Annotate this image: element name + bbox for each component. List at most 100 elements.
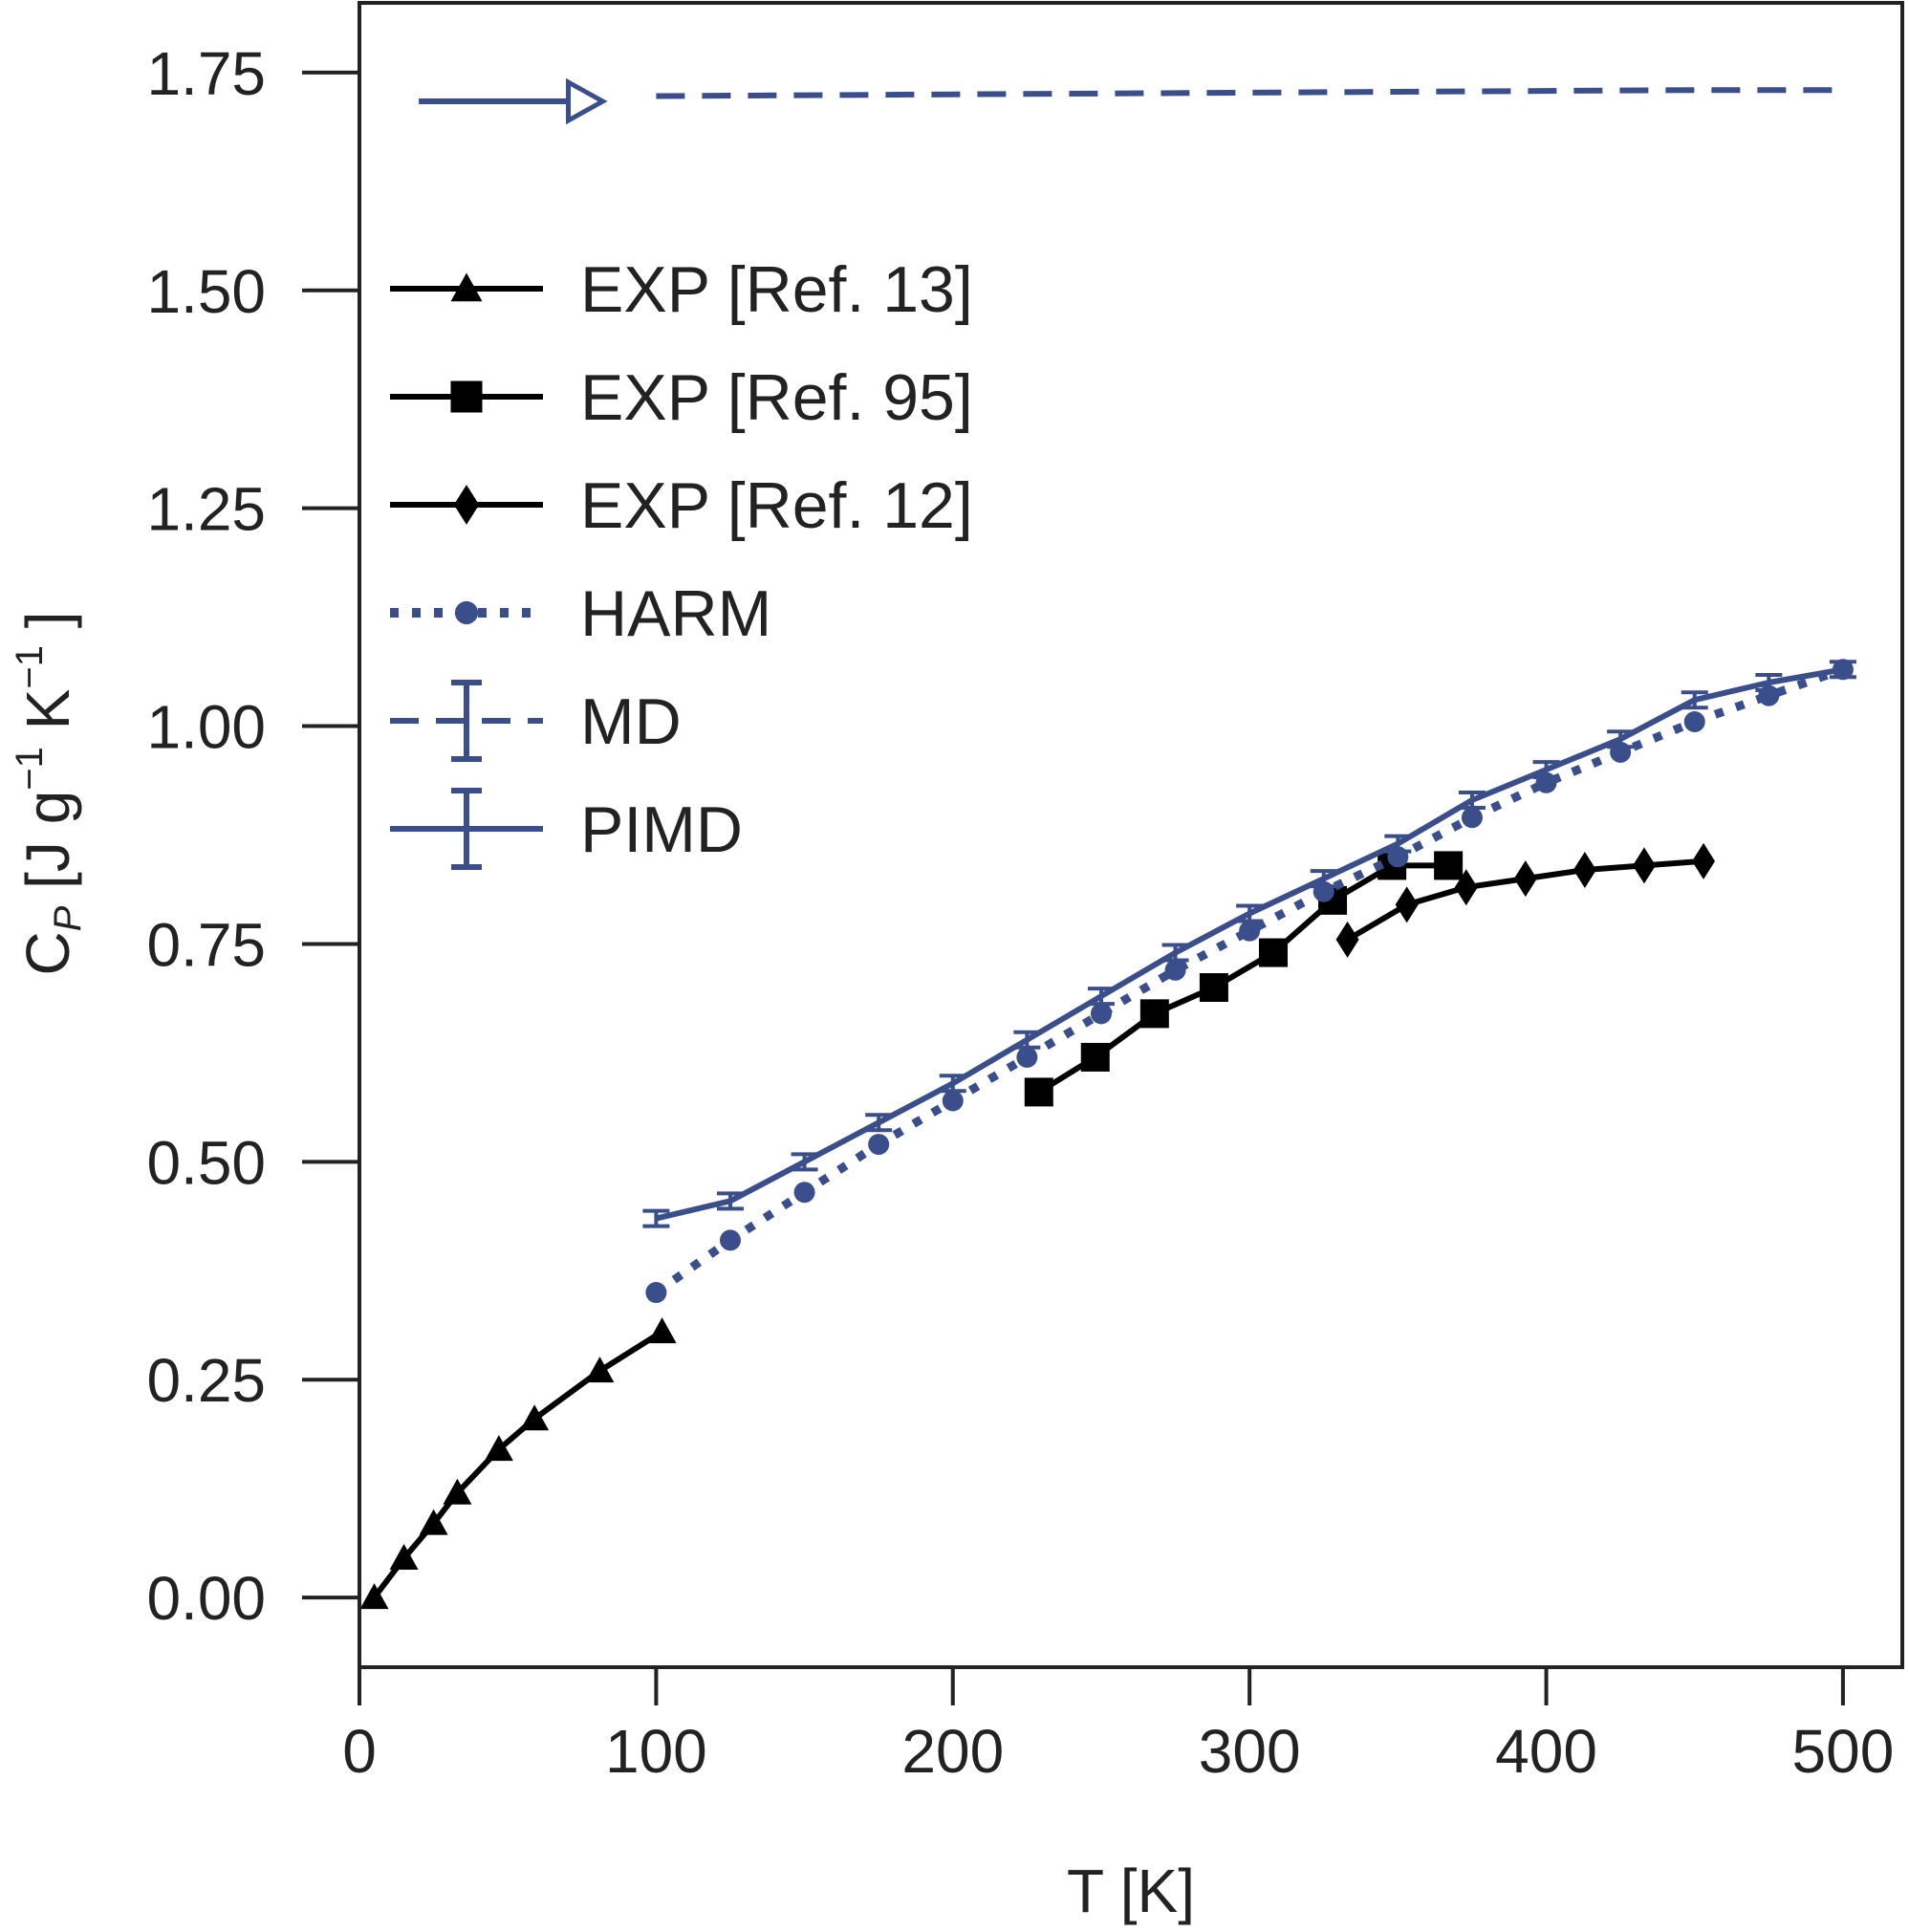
legend-label: EXP [Ref. 95] [580,361,973,434]
data-point [1164,959,1186,981]
series [645,659,1854,1304]
y-label-unit-1: [J g [13,791,82,906]
y-axis-label: CP [J g−1 K−1 ] [9,611,89,975]
data-point [1258,938,1288,967]
data-point [865,1113,893,1133]
legend-item: HARM [390,577,771,650]
data-point [942,1090,964,1112]
data-point [585,1357,615,1383]
data-point [939,1074,966,1094]
series-line [653,665,1845,1296]
data-point [389,1544,419,1571]
y-axis-label-group: CP [J g−1 K−1 ] [9,611,89,975]
data-point [1080,1042,1110,1072]
data-point [719,1229,741,1251]
legend-label: EXP [Ref. 12] [580,469,973,542]
data-point [793,1182,815,1204]
data-point [1239,920,1261,942]
data-point [520,1404,550,1431]
data-point [1087,987,1115,1007]
series [642,660,1856,1228]
y-label-sup-2: −1 [9,645,51,689]
data-point [443,1478,472,1505]
legend-item: MD [390,680,682,762]
data-point [645,1282,667,1304]
data-point [1013,1030,1041,1050]
series-line [656,87,1843,99]
data-point [1458,791,1486,811]
x-axis-label: T [K] [1067,1856,1195,1925]
series [1024,851,1464,1107]
series [1335,842,1716,958]
data-point [1692,842,1716,879]
y-label-sup-1: −1 [9,747,51,791]
data-point [1755,672,1783,692]
y-label-sub: P [47,905,89,931]
y-label-unit-2: K [13,689,82,747]
data-point [1683,711,1705,733]
legend-item: EXP [Ref. 95] [390,361,973,434]
x-tick-label: 300 [1199,1717,1301,1786]
legend-item: EXP [Ref. 13] [390,253,973,326]
data-point [1024,1077,1053,1107]
y-tick-label: 1.75 [146,39,266,108]
data-point [1139,999,1169,1029]
data-point [1513,860,1537,898]
data-point [1454,869,1478,906]
data-point [1829,660,1856,680]
x-tick-label: 0 [342,1717,377,1786]
legend-marker [450,380,483,413]
data-point [484,1435,513,1462]
data-point [1632,847,1656,884]
data-point [419,1509,448,1535]
data-point [1434,851,1464,880]
legend-label: MD [580,685,682,758]
legend-item: PIMD [390,788,743,870]
y-tick-label: 0.75 [146,910,266,979]
x-tick-label: 400 [1495,1717,1597,1786]
data-point [1335,921,1359,958]
data-point [791,1152,818,1172]
legend: EXP [Ref. 13] EXP [Ref. 95] EXP [Ref. 12] H… [390,253,973,870]
data-point [1384,834,1412,854]
legend-label: HARM [580,577,771,650]
data-point [647,1317,677,1344]
annotation-layer [419,77,608,125]
data-point [1461,807,1483,829]
legend-label: EXP [Ref. 13] [580,253,973,326]
data-point [1199,973,1228,1003]
data-point [1161,943,1189,963]
data-point [1090,1003,1112,1025]
x-tick-label: 500 [1792,1717,1895,1786]
series-line [655,666,1844,1222]
data-point [1310,869,1337,889]
data-point [359,1583,389,1610]
data-point [868,1134,890,1156]
data-point [716,1191,744,1211]
y-label-base: C [13,931,82,975]
series [359,1317,677,1610]
data-point [1573,851,1596,888]
series-line [372,1329,664,1599]
y-tick-label: 0.00 [146,1564,266,1633]
series-layer [359,87,1856,1610]
legend-marker [454,600,479,625]
data-point [642,1208,670,1228]
data-point [1395,886,1419,923]
y-tick-label: 1.00 [146,693,266,762]
plot-frame [358,1,1904,1669]
axes-layer: 0 100 200 300 400 500 0.00 0.25 0.50 0.75 1.00 1.25… [146,39,1894,1786]
data-point [1607,729,1635,749]
data-point [1016,1046,1038,1068]
y-label-unit-3: ] [13,611,82,645]
y-tick-label: 1.50 [146,257,266,326]
data-point [1681,690,1708,710]
x-tick-label: 200 [901,1717,1004,1786]
arrow-head [566,77,608,125]
y-tick-label: 0.50 [146,1128,266,1197]
series [656,87,1843,99]
y-tick-label: 0.25 [146,1346,266,1415]
y-tick-label: 1.25 [146,475,266,544]
